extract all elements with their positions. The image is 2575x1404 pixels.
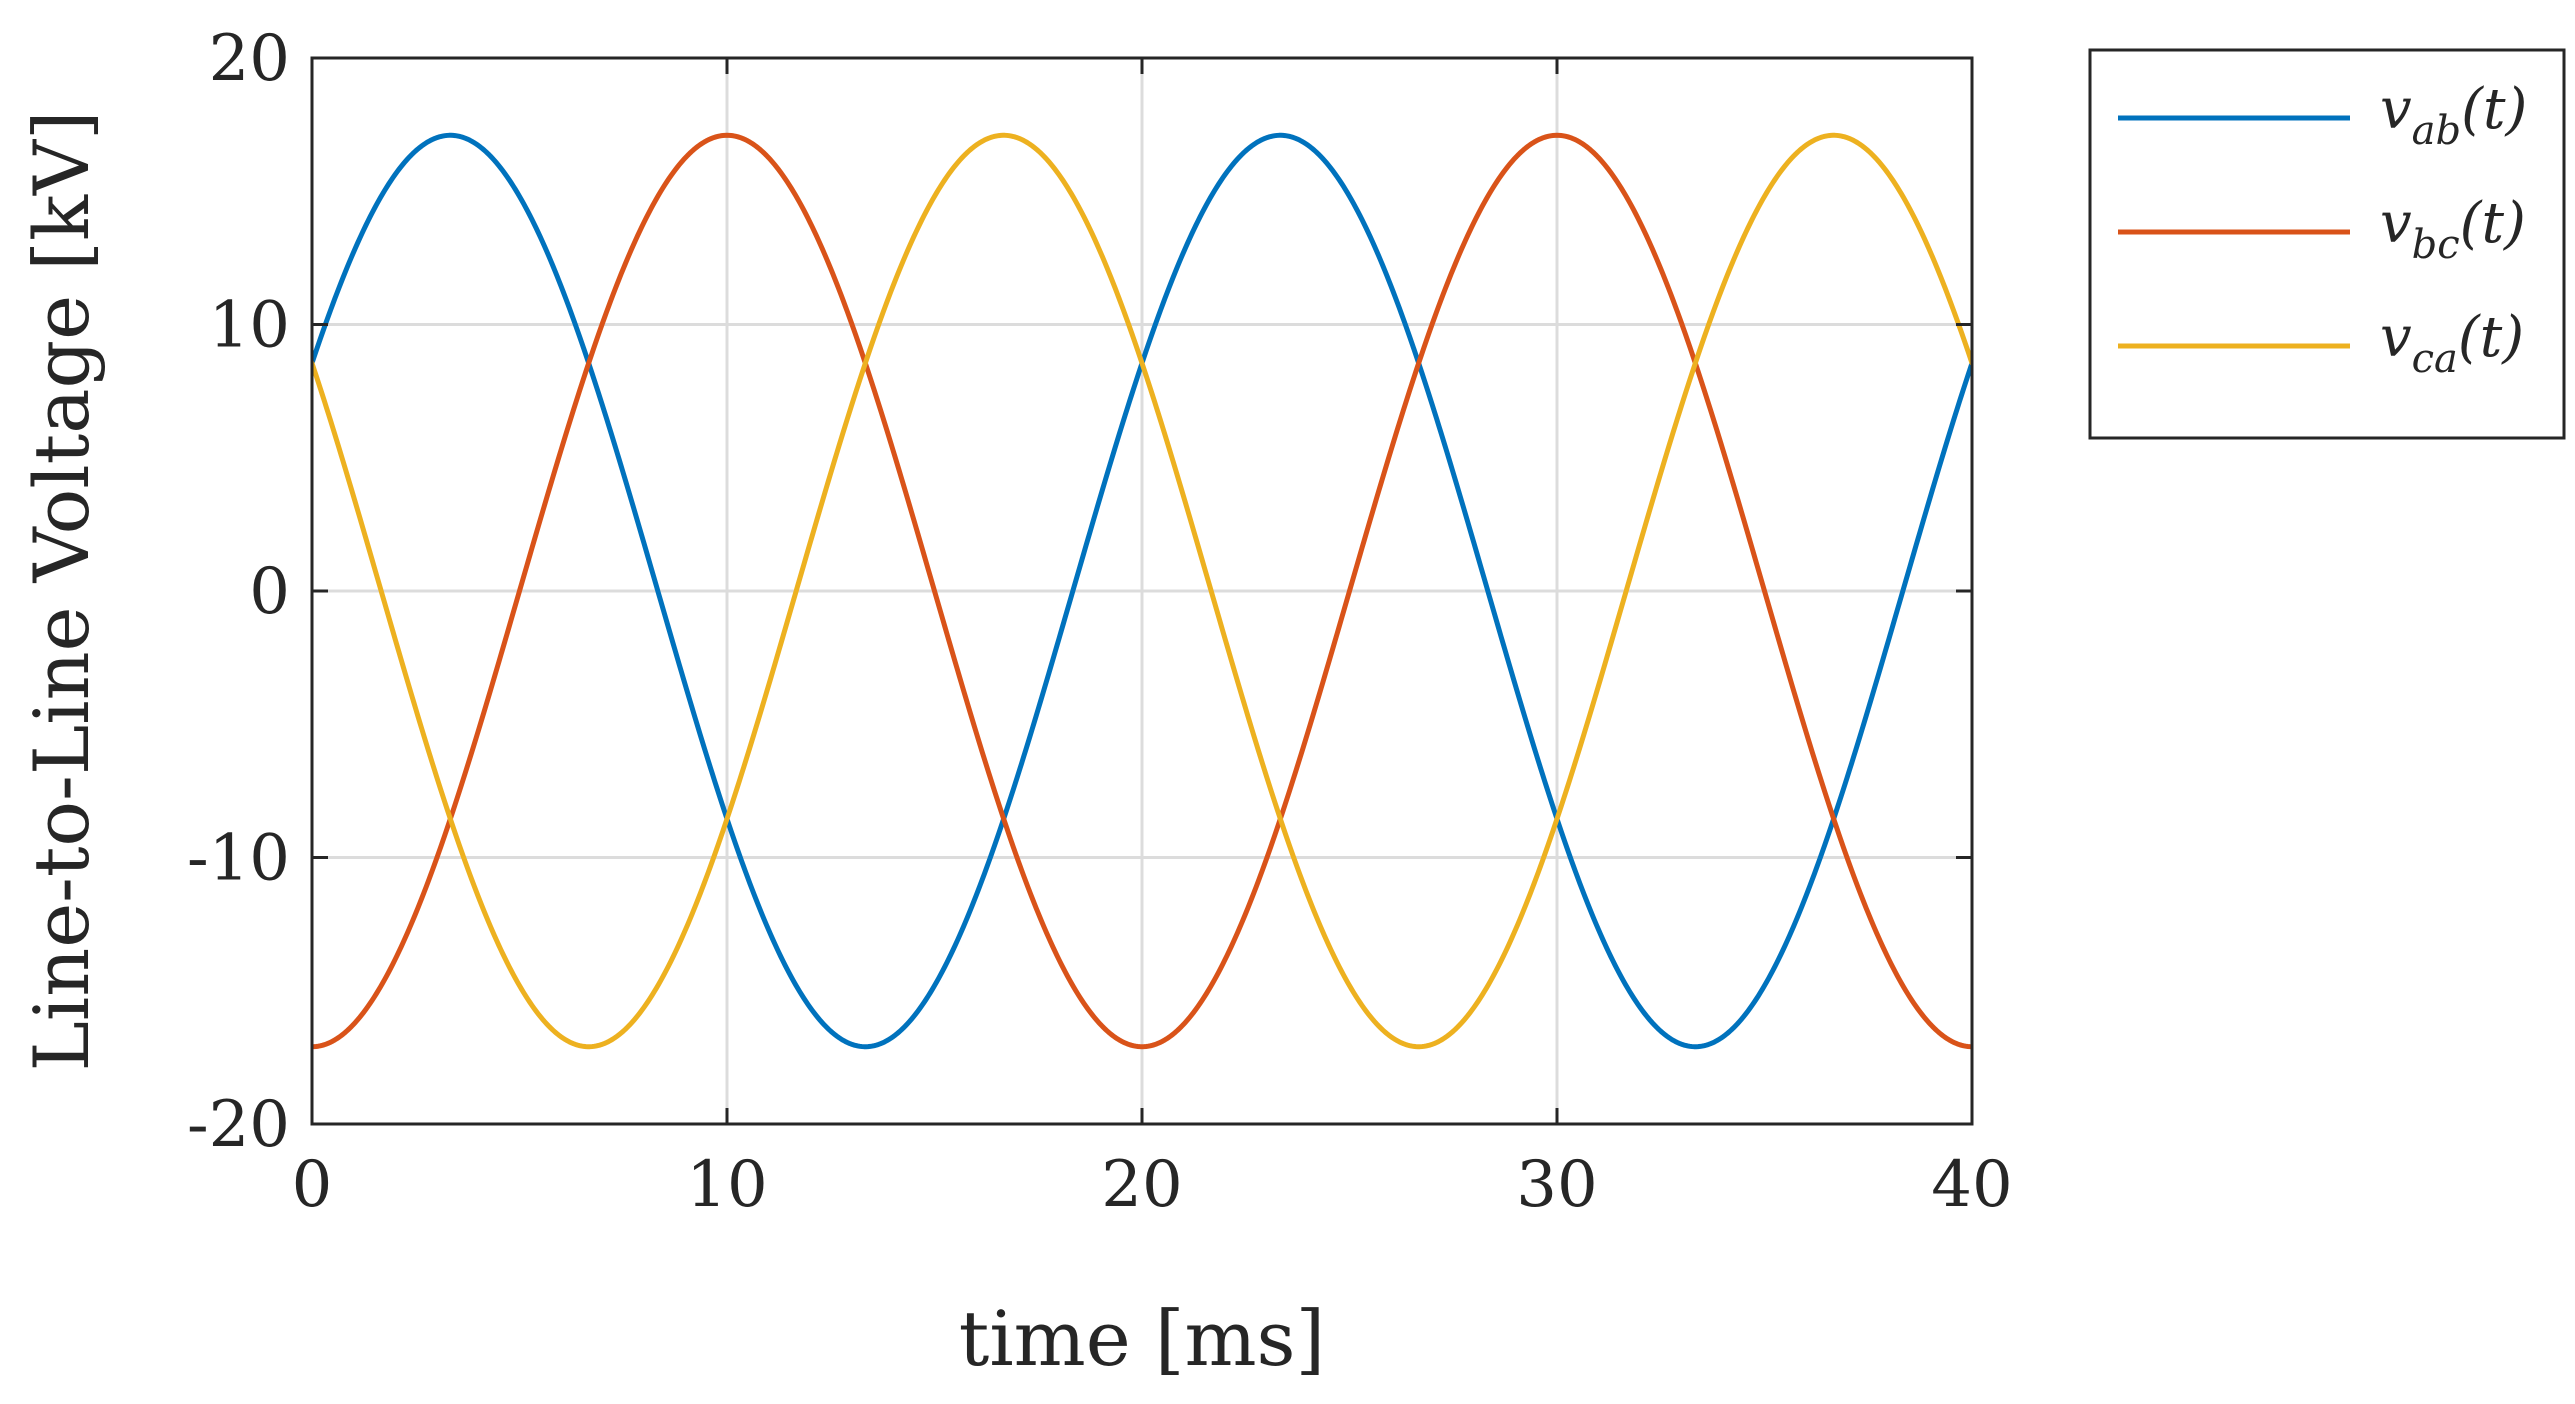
legend-subscript: bc — [2412, 222, 2460, 268]
legend-label-vca: vca(t) — [2380, 305, 2524, 382]
legend-label-vbc: vbc(t) — [2380, 191, 2526, 268]
legend-entries: vab(t)vbc(t)vca(t) — [2118, 77, 2527, 382]
y-tick-label: -20 — [187, 1088, 290, 1162]
legend-subscript: ca — [2412, 336, 2458, 382]
y-tick-label: 0 — [249, 555, 290, 629]
legend-subscript: ab — [2412, 108, 2461, 154]
y-tick-label: 20 — [209, 22, 290, 96]
series-line-vca — [312, 132, 1972, 1050]
legend: vab(t)vbc(t)vca(t) — [2088, 48, 2566, 440]
legend-box — [2088, 48, 2566, 440]
series-layer — [312, 132, 1972, 1050]
x-axis-title: time [ms] — [959, 1294, 1325, 1383]
legend-suffix: (t) — [2460, 191, 2526, 256]
legend-symbol: v — [2380, 77, 2412, 142]
legend-suffix: (t) — [2461, 77, 2527, 142]
x-tick-label: 10 — [686, 1148, 767, 1222]
x-tick-label: 20 — [1101, 1148, 1182, 1222]
y-tick-label: 10 — [209, 289, 290, 363]
legend-suffix: (t) — [2458, 305, 2524, 370]
axis-ticks — [310, 56, 1974, 1126]
y-axis-title: Line-to-Line Voltage [kV] — [17, 110, 106, 1071]
legend-symbol: v — [2380, 191, 2412, 256]
x-tick-label: 30 — [1516, 1148, 1597, 1222]
legend-symbol: v — [2380, 305, 2412, 370]
x-tick-label: 0 — [292, 1148, 333, 1222]
tick-labels: 0 10 20 30 40 20 10 0 -10 -20 — [187, 22, 2013, 1222]
legend-label-vab: vab(t) — [2380, 77, 2527, 154]
x-tick-label: 40 — [1931, 1148, 2012, 1222]
y-tick-label: -10 — [187, 822, 290, 896]
